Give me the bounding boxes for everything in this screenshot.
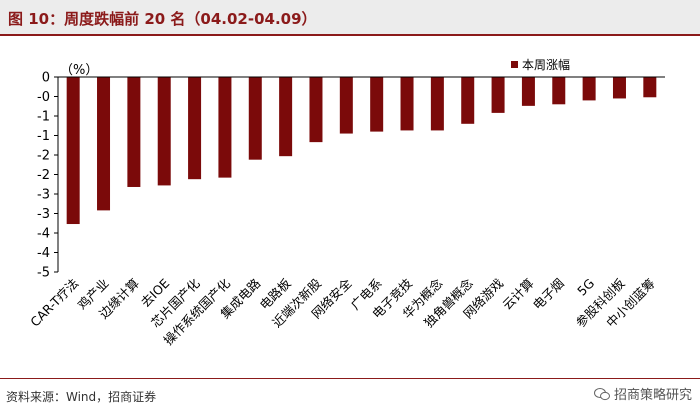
bar bbox=[279, 77, 293, 157]
bar bbox=[643, 77, 657, 98]
source-note: 资料来源：Wind，招商证券 bbox=[6, 390, 157, 404]
footer-rule bbox=[0, 378, 700, 379]
header-bar: 图 10：周度跌幅前 20 名（04.02-04.09） bbox=[0, 0, 700, 36]
bar bbox=[612, 77, 626, 99]
bar bbox=[127, 77, 141, 187]
y-tick-label: -3 bbox=[37, 188, 50, 203]
bar bbox=[461, 77, 475, 124]
bar bbox=[157, 77, 171, 186]
y-tick-label: -3 bbox=[37, 207, 50, 222]
bar bbox=[521, 77, 535, 106]
bar bbox=[97, 77, 111, 211]
bar bbox=[430, 77, 444, 131]
bar-chart: 0-0-1-1-2-2-3-3-4-4-5（%）CAR-T疗法鸡产业边缘计算去I… bbox=[27, 57, 665, 348]
figure-title: 图 10：周度跌幅前 20 名（04.02-04.09） bbox=[8, 10, 317, 28]
bar bbox=[339, 77, 353, 134]
bar bbox=[552, 77, 566, 105]
category-label: CAR-T疗法 bbox=[27, 276, 81, 330]
bar bbox=[218, 77, 232, 178]
bar bbox=[309, 77, 323, 143]
category-label: 云计算 bbox=[499, 276, 536, 313]
y-tick-label: -4 bbox=[37, 227, 50, 242]
category-label: 电子烟 bbox=[530, 276, 567, 313]
y-tick-label: 0 bbox=[42, 71, 50, 86]
y-tick-label: -2 bbox=[37, 168, 50, 183]
watermark-text: 招商策略研究 bbox=[613, 388, 692, 403]
y-tick-label: -2 bbox=[37, 149, 50, 164]
category-label: 5G bbox=[574, 276, 597, 299]
y-tick-label: -1 bbox=[37, 129, 50, 144]
bar bbox=[370, 77, 384, 132]
wechat-icon bbox=[593, 387, 610, 400]
y-tick-label: -1 bbox=[37, 110, 50, 125]
legend-label: 本周涨幅 bbox=[522, 57, 570, 72]
watermark: 招商策略研究 bbox=[593, 384, 692, 403]
bar bbox=[582, 77, 596, 101]
bar bbox=[248, 77, 262, 160]
bar bbox=[491, 77, 505, 113]
legend-swatch bbox=[511, 61, 518, 68]
y-tick-label: -0 bbox=[37, 90, 50, 105]
bar bbox=[188, 77, 202, 180]
bar bbox=[66, 77, 80, 225]
y-unit-label: （%） bbox=[60, 63, 98, 78]
bar bbox=[400, 77, 414, 131]
y-tick-label: -5 bbox=[37, 266, 50, 281]
y-tick-label: -4 bbox=[37, 246, 50, 261]
